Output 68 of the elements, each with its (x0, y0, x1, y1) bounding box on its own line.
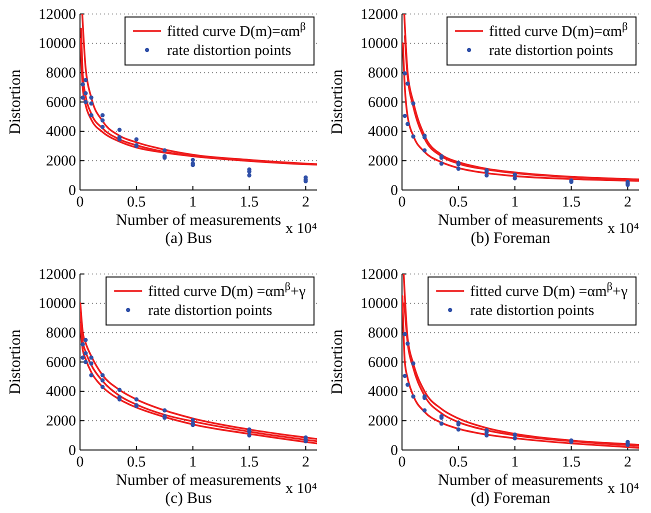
x-axis-title: Number of measurements (116, 472, 282, 489)
y-tick-label: 10000 (38, 296, 76, 312)
x-axis-title: Number of measurements (116, 212, 282, 229)
y-axis-title: Distortion (329, 330, 346, 394)
text: x 10⁴ (286, 221, 317, 237)
y-tick-label: 6000 (46, 354, 76, 371)
y-tick-label: 4000 (46, 124, 76, 140)
y-tick-label: 4000 (46, 384, 76, 400)
text: (d) Foreman (470, 490, 550, 507)
text: x 10⁴ (286, 481, 317, 497)
legend-label: rate distortion points (489, 43, 614, 59)
x-tick-label: 1 (511, 454, 519, 471)
x-tick-label: 1.5 (240, 454, 259, 471)
legend-label: fitted curve D(m)=αm$^{β}$ (489, 21, 628, 40)
y-tick-label: 2000 (46, 413, 76, 430)
y-tick-label: 6000 (46, 94, 76, 111)
y-tick-label: 0 (68, 182, 76, 199)
x-tick-label: 0.5 (127, 454, 146, 471)
legend-label: rate distortion points (167, 43, 292, 59)
y-tick-label: 0 (390, 442, 398, 459)
y-tick-label: 2000 (46, 153, 76, 170)
x-tick-label: 2 (302, 454, 310, 471)
y-tick-label: 12000 (360, 6, 398, 23)
x-tick-label: 2 (302, 194, 310, 211)
y-tick-label: 6000 (368, 94, 398, 111)
y-tick-label: 6000 (368, 354, 398, 371)
y-tick-label: 2000 (368, 413, 398, 430)
y-tick-label: 8000 (368, 65, 398, 82)
y-tick-label: 0 (390, 182, 398, 199)
x-tick-label: 1.5 (240, 194, 259, 211)
x-tick-label: 1.5 (562, 194, 581, 211)
text: (b) Foreman (470, 230, 550, 247)
y-axis-title: Distortion (329, 70, 346, 134)
y-tick-label: 12000 (38, 266, 76, 283)
y-tick-label: 12000 (360, 266, 398, 283)
text: x 10⁴ (608, 481, 639, 497)
x-tick-label: 1 (511, 194, 519, 211)
text: x 10⁴ (608, 221, 639, 237)
x-tick-label: 0.5 (449, 194, 468, 211)
y-tick-label: 10000 (360, 296, 398, 312)
y-tick-label: 10000 (360, 36, 398, 52)
x-tick-label: 1 (189, 454, 197, 471)
x-tick-label: 2 (624, 454, 632, 471)
y-axis-title: Distortion (7, 70, 24, 134)
legend-label: rate distortion points (470, 303, 594, 319)
x-axis-title: Number of measurements (438, 472, 604, 489)
y-tick-label: 8000 (368, 325, 398, 342)
y-tick-label: 4000 (368, 124, 398, 140)
legend-label: fitted curve D(m) =αm$^{β}$+γ (470, 281, 628, 300)
x-tick-label: 2 (624, 194, 632, 211)
y-tick-label: 2000 (368, 153, 398, 170)
legend-label: fitted curve D(m)=αm$^{β}$ (167, 21, 306, 40)
x-tick-label: 0.5 (127, 194, 146, 211)
y-tick-label: 10000 (38, 36, 76, 52)
x-axis-title: Number of measurements (438, 212, 604, 229)
y-tick-label: 12000 (38, 6, 76, 23)
y-axis-title: Distortion (7, 330, 24, 394)
legend-label: fitted curve D(m) =αm$^{β}$+γ (148, 281, 306, 300)
text: (a) Bus (165, 230, 212, 247)
x-tick-label: 0.5 (449, 454, 468, 471)
legend-label: rate distortion points (148, 303, 272, 319)
y-tick-label: 0 (68, 442, 76, 459)
y-tick-label: 8000 (46, 325, 76, 342)
text: (c) Bus (165, 490, 212, 507)
x-tick-label: 1.5 (562, 454, 581, 471)
y-tick-label: 8000 (46, 65, 76, 82)
y-tick-label: 4000 (368, 384, 398, 400)
x-tick-label: 1 (189, 194, 197, 211)
